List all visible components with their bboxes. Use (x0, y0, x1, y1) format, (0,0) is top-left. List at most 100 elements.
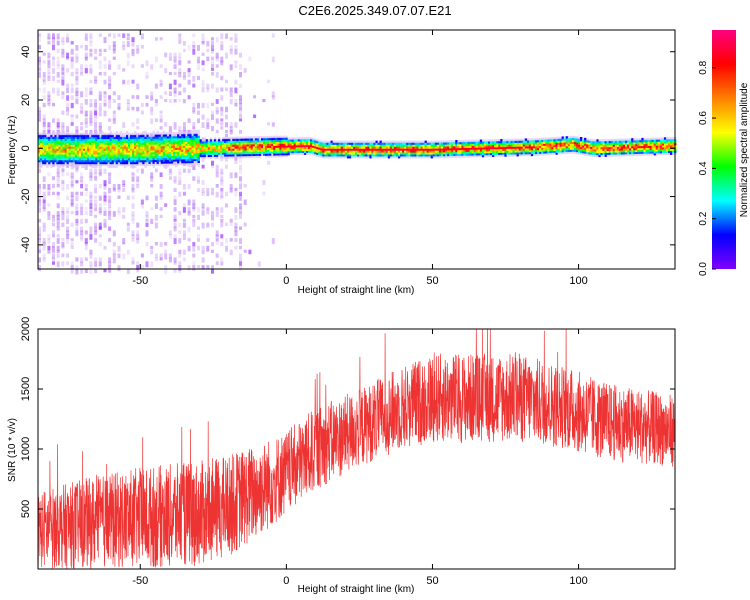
spectrogram-ridge-cell (635, 151, 638, 154)
spectrogram-ridge-cell (665, 150, 669, 154)
spectrogram-ridge-cell (111, 152, 114, 155)
spectrogram-noise-cell (173, 52, 177, 57)
spectrogram-ridge-cell (414, 148, 417, 151)
spectrogram-ridge-cell (140, 142, 143, 145)
spectrogram-noise-cell (187, 95, 191, 100)
spectrogram-ridge-cell (594, 139, 597, 142)
spectrogram-noise-cell (42, 226, 46, 232)
spectrogram-ridge-cell (242, 155, 245, 159)
spectrogram-ridge-cell (295, 146, 299, 150)
spectrogram-ridge-cell (130, 161, 133, 165)
spectrogram-ridge-cell (46, 163, 49, 167)
spectrogram-ridge-cell (91, 132, 94, 136)
spectrogram-ridge-cell (332, 142, 335, 145)
spectrogram-noise-cell (112, 253, 116, 258)
spectrogram-ridge-cell (179, 137, 182, 141)
spectrogram-ridge-cell (111, 138, 114, 141)
spectrogram-ridge-cell (457, 145, 460, 149)
spectrogram-noise-cell (206, 48, 210, 53)
spectrogram-ridge-cell (199, 145, 202, 148)
spectrogram-ridge-cell (604, 152, 607, 155)
spectrogram-noise-cell (61, 110, 65, 115)
spectrogram-ridge-cell (136, 134, 139, 138)
spectrogram-noise-cell (220, 222, 224, 228)
spectrogram-ridge-cell (324, 148, 327, 151)
spectrogram-ridge-cell (234, 148, 237, 151)
spectrogram-ridge-cell (312, 141, 315, 144)
spectrogram-noise-cell (103, 110, 107, 117)
spectrogram-noise-cell (98, 33, 102, 37)
spectrogram-ridge-cell (66, 142, 69, 145)
spectrogram-ridge-cell (490, 143, 493, 146)
spectrogram-ridge-cell (60, 154, 63, 157)
spectrogram-ridge-cell (193, 129, 196, 133)
spectrogram-ridge-cell (115, 152, 119, 155)
spectrogram-ridge-cell (668, 152, 671, 155)
spectrogram-ridge-cell (99, 159, 102, 163)
spectrogram-ridge-cell (273, 139, 276, 143)
spectrogram-ridge-cell (48, 156, 51, 159)
spectrogram-noise-cell (145, 102, 149, 107)
spectrogram-ridge-cell (275, 147, 278, 150)
spectrogram-ridge-cell (134, 130, 137, 134)
spectrogram-ridge-cell (146, 132, 149, 136)
spectrogram-ridge-cell (631, 147, 634, 151)
spectrogram-ridge-cell (283, 153, 286, 156)
spectrogram-noise-cell (201, 60, 205, 66)
spectrogram-ridge-cell (451, 153, 454, 156)
spectrogram-ridge-cell (346, 152, 350, 155)
spectrogram-noise-cell (42, 195, 46, 202)
spectrogram-ridge-cell (95, 142, 98, 145)
spectrogram-noise-cell (187, 45, 191, 51)
spectrogram-noise-cell (47, 52, 51, 58)
spectrogram-noise-cell (234, 99, 238, 105)
spectrogram-ridge-cell (121, 146, 125, 149)
spectrogram-noise-cell (239, 211, 242, 215)
spectrogram-ridge-cell (651, 151, 654, 154)
spectrogram-ridge-cell (189, 162, 192, 166)
spectrogram-ridge-cell (414, 140, 417, 143)
spectrogram-ridge-cell (193, 147, 196, 150)
spectrogram-ridge-cell (58, 163, 61, 167)
spectrogram-ridge-cell (150, 146, 153, 149)
spectrogram-ridge-cell (408, 144, 411, 147)
spectrogram-noise-cell (89, 33, 93, 39)
spectrogram-noise-cell (38, 218, 41, 223)
spectrogram-ridge-cell (404, 156, 407, 159)
spectrogram-noise-cell (75, 195, 79, 202)
spectrogram-noise-cell (61, 164, 65, 171)
spectrogram-ridge-cell (195, 160, 198, 163)
spectrogram-noise-cell (84, 187, 88, 191)
spectrogram-ridge-cell (142, 136, 145, 140)
spectrogram-ridge-cell (91, 154, 94, 157)
spectrogram-ridge-cell (150, 151, 153, 155)
spectrogram-ridge-cell (453, 143, 456, 147)
spectrogram-ridge-cell (183, 143, 186, 146)
spectrogram-noise-cell (38, 114, 41, 119)
spectrogram-cells (38, 33, 677, 275)
spectrogram-ridge-cell (569, 137, 573, 141)
spectrogram-ridge-cell (166, 136, 170, 139)
spectrogram-ridge-cell (113, 154, 117, 157)
spectrogram-ridge-cell (48, 154, 51, 157)
spectrogram-ridge-cell (473, 147, 477, 150)
spectrogram-noise-cell (178, 56, 182, 62)
spectrogram-ridge-cell (46, 161, 49, 165)
snr-y-axis-title: SNR (10 * v/v) (7, 418, 18, 482)
spectrogram-ridge-cell (117, 144, 121, 147)
spectrogram-noise-cell (182, 41, 186, 46)
spectrogram-ridge-cell (38, 156, 41, 159)
spectrogram-ridge-cell (197, 156, 200, 160)
spectrogram-ridge-cell (496, 141, 499, 144)
spectrogram-ridge-cell (361, 152, 364, 155)
spectrogram-ridge-cell (109, 136, 112, 140)
spectrogram-ridge-cell (113, 140, 117, 143)
spectrogram-ridge-cell (492, 148, 495, 152)
spectrogram-ridge-cell (467, 149, 470, 152)
spectrogram-ridge-cell (402, 152, 405, 155)
spectrogram-ridge-cell (490, 139, 493, 142)
spectrogram-ridge-cell (629, 148, 632, 151)
spectrogram-ridge-cell (60, 161, 63, 165)
spectrogram-noise-cell (215, 211, 219, 217)
spectrogram-ridge-cell (56, 148, 59, 151)
